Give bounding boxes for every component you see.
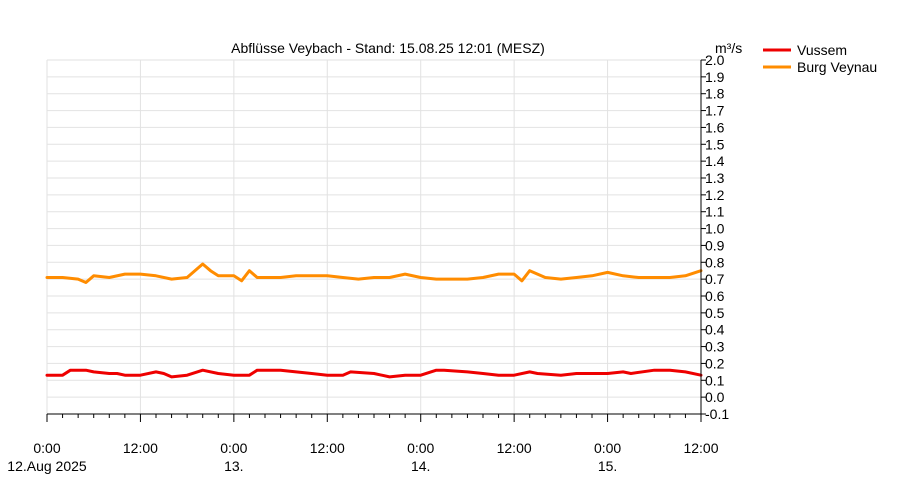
x-tick-sublabel: 15. [598, 458, 617, 474]
y-tick-label: 2.0 [705, 52, 725, 68]
y-tick-label: 0.0 [705, 389, 725, 405]
grid [46, 59, 702, 415]
x-tick-label: 12:00 [497, 440, 532, 456]
x-tick-sublabel: 13. [224, 458, 243, 474]
y-tick-label: 1.2 [705, 187, 725, 203]
x-tick-label: 0:00 [220, 440, 247, 456]
x-tick-label: 0:00 [33, 440, 60, 456]
x-tick-label: 0:00 [407, 440, 434, 456]
series-line-vussem [45, 368, 703, 379]
legend-label: Vussem [797, 42, 847, 58]
y-tick-label: 0.2 [705, 355, 725, 371]
y-tick-label: 1.0 [705, 221, 725, 237]
y-tick-label: 0.8 [705, 254, 725, 270]
y-tick-label: 0.5 [705, 305, 725, 321]
y-tick-label: 0.4 [705, 322, 725, 338]
x-tick-sublabel: 14. [411, 458, 430, 474]
x-tick-label: 12:00 [310, 440, 345, 456]
legend-label: Burg Veynau [797, 59, 877, 75]
y-axis-unit: m³/s [715, 40, 742, 56]
x-tick-label: 0:00 [594, 440, 621, 456]
y-tick-label: 1.8 [705, 86, 725, 102]
y-tick-label: 1.3 [705, 170, 725, 186]
y-tick-label: 1.6 [705, 119, 725, 135]
y-tick-label: 0.1 [705, 372, 725, 388]
y-tick-label: 0.9 [705, 237, 725, 253]
y-tick-label: 1.7 [705, 103, 725, 119]
y-tick-label: -0.1 [705, 406, 729, 422]
axes: -0.10.00.10.20.30.40.50.60.70.80.91.01.1… [7, 52, 729, 474]
y-tick-label: 1.5 [705, 136, 725, 152]
y-tick-label: 0.7 [705, 271, 725, 287]
x-tick-label: 12:00 [123, 440, 158, 456]
y-tick-label: 1.1 [705, 204, 725, 220]
series-line-burg-veynau [45, 262, 703, 284]
y-tick-label: 0.6 [705, 288, 725, 304]
chart-title: Abflüsse Veybach - Stand: 15.08.25 12:01… [231, 40, 545, 56]
y-tick-label: 1.4 [705, 153, 725, 169]
y-tick-label: 0.3 [705, 339, 725, 355]
x-tick-label: 12:00 [683, 440, 718, 456]
x-tick-sublabel: 12.Aug 2025 [7, 458, 87, 474]
series-lines [45, 262, 703, 379]
y-tick-label: 1.9 [705, 69, 725, 85]
